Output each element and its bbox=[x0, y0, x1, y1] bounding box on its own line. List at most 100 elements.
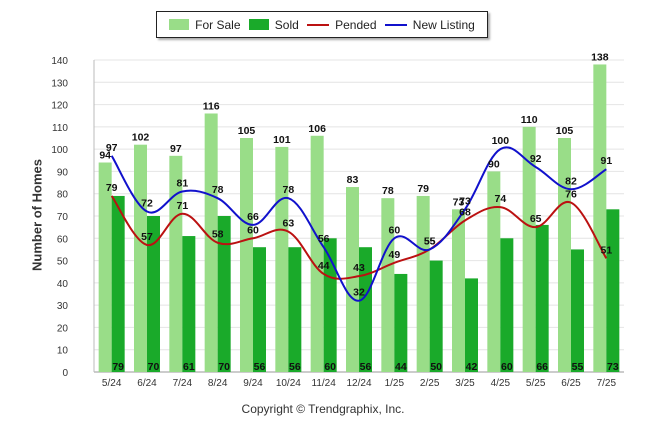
y-tick-label: 100 bbox=[51, 145, 68, 156]
bar-for-sale bbox=[346, 187, 359, 372]
y-tick-label: 70 bbox=[57, 212, 69, 223]
y-tick-label: 30 bbox=[57, 301, 69, 312]
data-label-for-sale: 78 bbox=[382, 185, 394, 197]
data-label-sold: 70 bbox=[218, 361, 230, 373]
legend-swatch-for-sale bbox=[169, 19, 190, 30]
data-label-pended: 57 bbox=[141, 231, 153, 243]
bar-for-sale bbox=[452, 209, 465, 372]
data-label-for-sale: 138 bbox=[591, 51, 609, 63]
bar-for-sale bbox=[522, 126, 536, 372]
data-label-new-listing: 72 bbox=[141, 198, 153, 210]
data-label-sold: 56 bbox=[254, 361, 266, 373]
y-tick-label: 130 bbox=[51, 78, 68, 89]
y-tick-label: 110 bbox=[52, 123, 68, 134]
data-label-for-sale: 94 bbox=[99, 150, 111, 162]
copyright-text: Copyright © Trendgraphix, Inc. bbox=[241, 402, 405, 416]
legend-label-new-listing: New Listing bbox=[412, 17, 475, 32]
y-tick-label: 90 bbox=[57, 167, 69, 178]
data-label-new-listing: 78 bbox=[282, 184, 294, 196]
bar-sold bbox=[606, 209, 620, 372]
data-label-new-listing: 73 bbox=[459, 195, 471, 207]
data-label-new-listing: 32 bbox=[353, 287, 365, 299]
data-label-pended: 58 bbox=[212, 229, 224, 241]
y-tick-label: 0 bbox=[62, 368, 68, 379]
bar-sold bbox=[182, 236, 196, 372]
x-tick-label: 5/25 bbox=[526, 378, 546, 389]
data-label-sold: 73 bbox=[607, 361, 619, 373]
bar-for-sale bbox=[169, 155, 183, 372]
data-label-for-sale: 105 bbox=[556, 125, 574, 137]
legend-swatch-new-listing bbox=[384, 23, 407, 26]
bar-sold bbox=[465, 278, 478, 372]
data-label-new-listing: 92 bbox=[530, 153, 542, 165]
data-label-new-listing: 55 bbox=[424, 235, 436, 247]
x-tick-label: 4/25 bbox=[491, 378, 511, 389]
bar-for-sale bbox=[310, 135, 324, 372]
legend-label-sold: Sold bbox=[274, 17, 299, 32]
bar-sold bbox=[288, 247, 302, 372]
bar-for-sale bbox=[98, 162, 112, 372]
data-label-for-sale: 110 bbox=[521, 114, 538, 126]
bar-for-sale bbox=[240, 138, 253, 372]
y-tick-label: 10 bbox=[57, 346, 69, 357]
data-label-pended: 71 bbox=[176, 200, 188, 212]
bar-for-sale bbox=[204, 113, 218, 372]
bar-sold bbox=[359, 247, 372, 372]
bar-sold bbox=[323, 238, 337, 372]
data-label-sold: 70 bbox=[148, 361, 160, 373]
legend-label-pended: Pended bbox=[335, 17, 377, 32]
data-label-sold: 60 bbox=[324, 361, 336, 373]
data-label-for-sale: 90 bbox=[488, 158, 500, 170]
bar-for-sale bbox=[558, 138, 571, 372]
data-label-new-listing: 82 bbox=[565, 175, 577, 187]
legend-label-for-sale: For Sale bbox=[195, 17, 241, 32]
data-label-pended: 79 bbox=[106, 182, 118, 194]
x-tick-label: 1/25 bbox=[385, 378, 405, 389]
y-tick-label: 40 bbox=[57, 279, 69, 290]
data-label-new-listing: 97 bbox=[106, 142, 118, 154]
x-tick-label: 9/24 bbox=[243, 378, 263, 389]
bar-sold bbox=[429, 260, 443, 372]
legend-swatch-pended bbox=[307, 23, 330, 26]
data-label-pended: 44 bbox=[318, 260, 330, 272]
data-label-pended: 49 bbox=[388, 249, 400, 261]
x-tick-label: 3/25 bbox=[455, 378, 475, 389]
x-tick-label: 6/25 bbox=[561, 378, 581, 389]
x-tick-label: 10/24 bbox=[276, 378, 301, 389]
x-tick-label: 2/25 bbox=[420, 378, 440, 389]
legend-item-pended: Pended bbox=[307, 17, 377, 32]
data-label-for-sale: 116 bbox=[203, 100, 220, 112]
x-tick-label: 6/24 bbox=[137, 378, 157, 389]
data-label-pended: 60 bbox=[247, 224, 259, 236]
x-tick-label: 12/24 bbox=[346, 378, 371, 389]
bar-sold bbox=[147, 216, 160, 372]
data-label-sold: 44 bbox=[395, 361, 407, 373]
data-label-new-listing: 56 bbox=[318, 233, 330, 245]
y-tick-label: 20 bbox=[57, 323, 69, 334]
data-label-pended: 55 bbox=[424, 235, 436, 247]
data-label-new-listing: 100 bbox=[492, 135, 510, 147]
data-label-sold: 61 bbox=[183, 361, 195, 373]
legend-item-new-listing: New Listing bbox=[384, 17, 475, 32]
data-label-sold: 60 bbox=[501, 361, 513, 373]
data-label-pended: 63 bbox=[282, 218, 294, 230]
data-label-for-sale: 97 bbox=[170, 143, 182, 155]
data-label-sold: 50 bbox=[430, 361, 442, 373]
data-label-new-listing: 78 bbox=[212, 184, 224, 196]
bar-sold bbox=[394, 273, 408, 372]
data-label-sold: 55 bbox=[572, 361, 584, 373]
data-label-pended: 68 bbox=[459, 206, 471, 218]
data-label-pended: 76 bbox=[565, 189, 577, 201]
y-tick-label: 50 bbox=[57, 257, 69, 268]
data-label-for-sale: 106 bbox=[308, 123, 326, 135]
bar-sold bbox=[217, 216, 231, 372]
data-label-sold: 66 bbox=[536, 361, 548, 373]
data-label-sold: 56 bbox=[289, 361, 301, 373]
legend-swatch-sold bbox=[248, 19, 269, 30]
bar-sold bbox=[500, 238, 514, 372]
bar-for-sale bbox=[275, 146, 289, 372]
data-label-pended: 74 bbox=[494, 193, 506, 205]
bar-for-sale bbox=[593, 64, 607, 372]
data-label-for-sale: 102 bbox=[132, 132, 150, 144]
